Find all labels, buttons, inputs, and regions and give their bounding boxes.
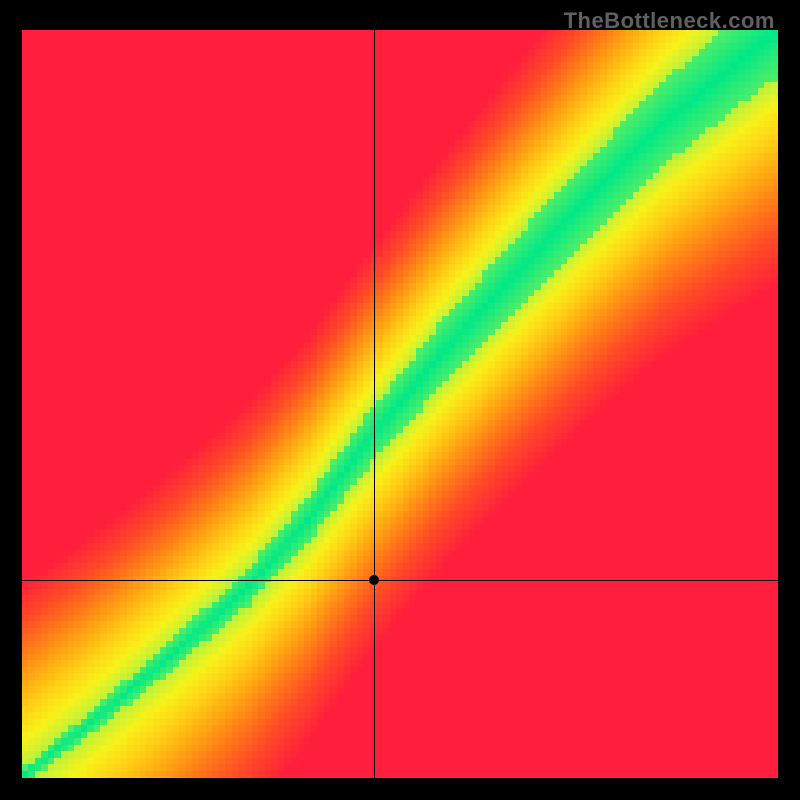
crosshair-vertical	[374, 30, 375, 778]
chart-container: TheBottleneck.com	[0, 0, 800, 800]
crosshair-horizontal	[22, 580, 778, 581]
heatmap-canvas	[22, 30, 778, 778]
data-point-marker	[369, 575, 379, 585]
watermark-text: TheBottleneck.com	[564, 8, 775, 34]
heatmap-plot	[22, 30, 778, 778]
